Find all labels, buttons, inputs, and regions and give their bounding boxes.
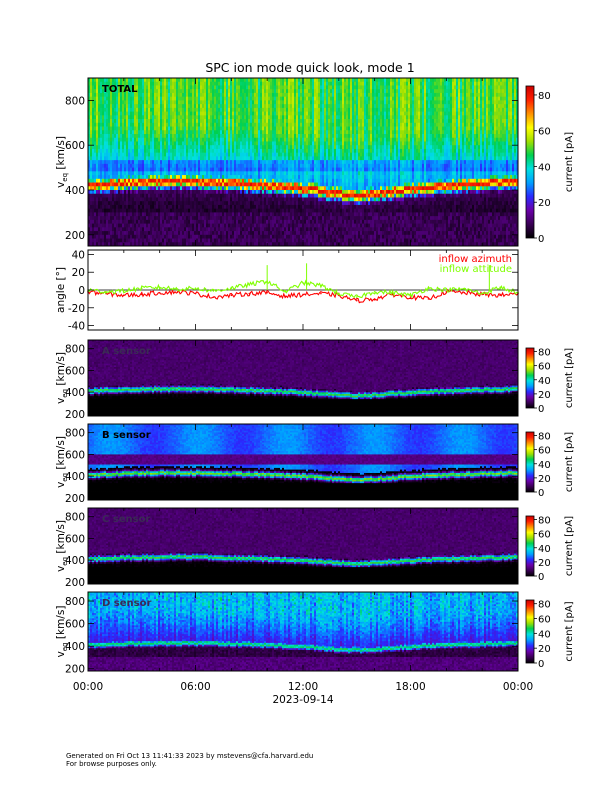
figure-title: SPC ion mode quick look, mode 1: [205, 60, 414, 75]
